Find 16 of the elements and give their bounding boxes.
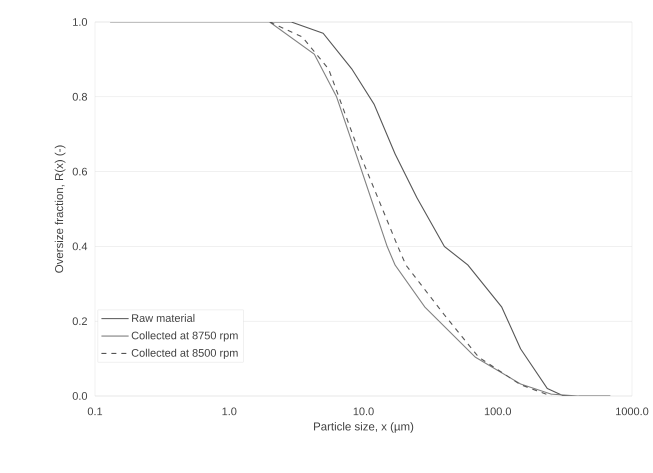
y-tick-label: 1.0 (73, 18, 88, 26)
y-tick-label: 0.4 (72, 242, 88, 250)
y-tick-label: 0.8 (72, 92, 88, 101)
y-tick-label: 0.0 (72, 392, 88, 400)
x-tick-label: 1.0 (222, 408, 236, 416)
x-axis-title: Particle size, x (µm) (314, 422, 414, 433)
x-tick-label: 0.1 (88, 408, 102, 416)
y-tick-label: 0.2 (72, 317, 87, 326)
x-tick-label: 100.0 (484, 408, 512, 416)
legend-label: Raw material (132, 314, 194, 322)
y-axis-title: Oversize fraction, R(x) (-) (54, 145, 66, 273)
legend-label: Collected at 8500 rpm (132, 348, 238, 359)
y-tick-label: 0.6 (72, 168, 88, 176)
legend-label: Collected at 8750 rpm (132, 331, 238, 342)
x-tick-label: 1000.0 (616, 408, 648, 416)
x-tick-label: 10.0 (354, 408, 374, 416)
